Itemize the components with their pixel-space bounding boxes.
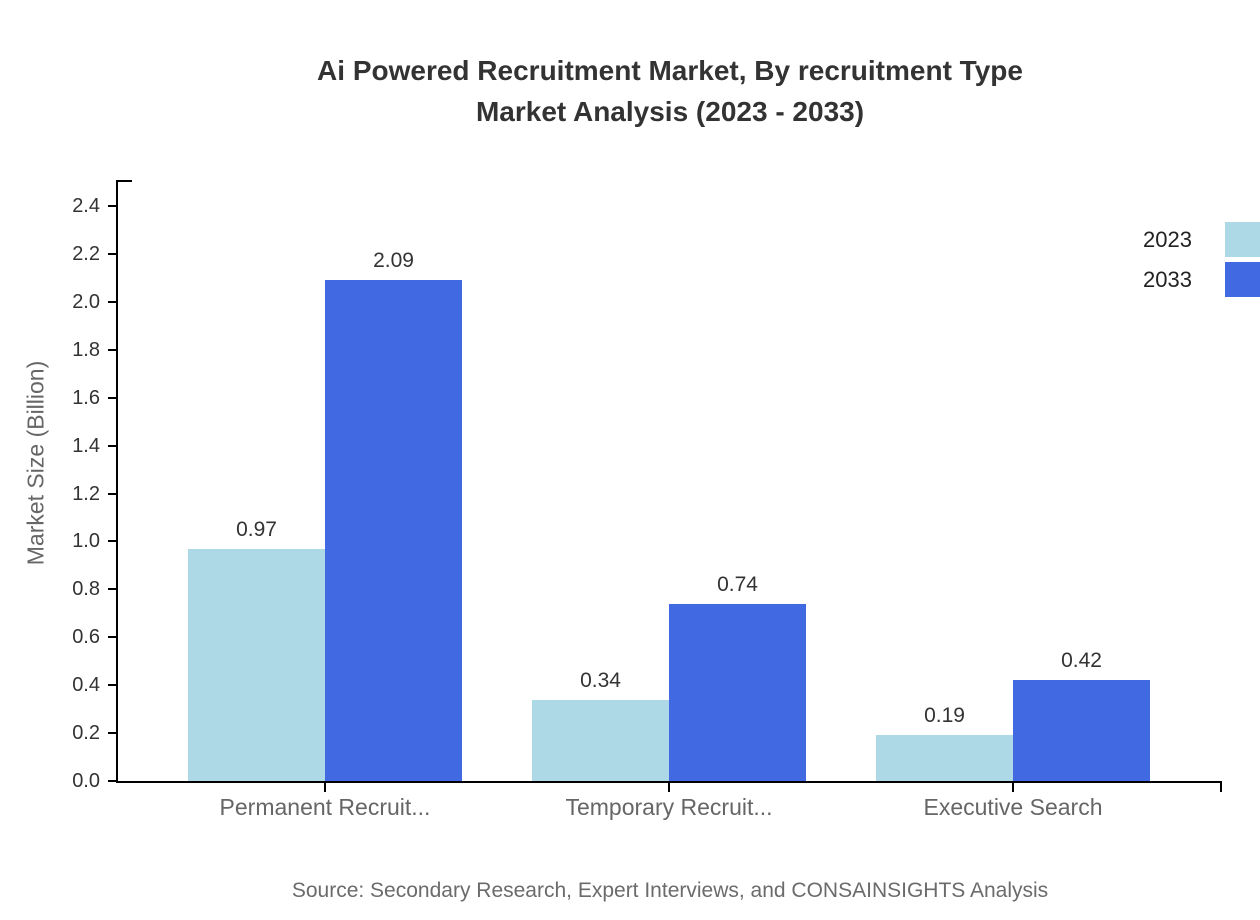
y-axis-tick	[108, 492, 116, 495]
source-attribution: Source: Secondary Research, Expert Inter…	[291, 879, 1049, 902]
y-axis-tick	[108, 636, 116, 639]
bar-2033-1	[325, 280, 462, 781]
bar-value-label: 0.74	[717, 572, 758, 596]
y-axis-tick-label: 1.2	[72, 482, 100, 505]
y-axis-tick-label: 2.0	[72, 290, 100, 313]
bar-value-label: 0.97	[236, 517, 277, 541]
bar-value-label: 0.19	[924, 704, 965, 728]
y-axis-tick	[108, 300, 116, 303]
y-axis-tick	[108, 588, 116, 591]
chart-title-line1: Ai Powered Recruitment Market, By recrui…	[317, 55, 1023, 86]
y-axis-tick	[108, 732, 116, 735]
x-axis-tick	[668, 783, 670, 792]
x-axis-category-label: Permanent Recruit...	[219, 794, 431, 820]
bar-2023-2	[532, 699, 669, 781]
y-axis-tick-label: 1.0	[72, 530, 100, 553]
y-axis-tick	[108, 540, 116, 543]
bar-value-label: 0.34	[580, 668, 621, 692]
legend-label-2023: 2023	[1143, 227, 1192, 252]
legend-swatch-2023	[1225, 222, 1260, 257]
y-axis-tick-label: 2.2	[72, 242, 100, 265]
y-axis-tick-label: 0.8	[72, 578, 100, 601]
bar-2023-1	[188, 548, 325, 781]
y-axis-tick	[108, 396, 116, 399]
y-axis-tick	[108, 444, 116, 447]
x-axis-tick	[324, 783, 326, 792]
y-axis-tick-label: 0.6	[72, 626, 100, 649]
legend-swatch-2033	[1225, 262, 1260, 297]
bar-2033-3	[1013, 680, 1150, 781]
legend-label-2033: 2033	[1143, 267, 1192, 292]
y-axis-tick-label: 1.6	[72, 386, 100, 409]
y-axis-tick	[108, 780, 116, 782]
bar-2033-2	[669, 603, 806, 781]
y-axis-tick	[108, 252, 116, 255]
y-axis-tick	[108, 684, 116, 687]
y-axis-tick-label: 1.4	[72, 434, 100, 457]
y-axis-tick	[108, 205, 116, 207]
y-axis-tick-label: 1.8	[72, 338, 100, 361]
bar-2023-3	[876, 735, 1013, 781]
x-axis-line	[116, 781, 1222, 783]
y-axis-end-cap	[118, 180, 132, 182]
y-axis-tick-label: 2.4	[72, 195, 100, 217]
chart-title-line2: Market Analysis (2023 - 2033)	[475, 96, 865, 127]
x-axis-tick	[1012, 783, 1014, 792]
y-axis-tick-label: 0.0	[72, 770, 100, 792]
chart-title: Ai Powered Recruitment Market, By recrui…	[80, 50, 1260, 132]
x-axis-category-label: Temporary Recruit...	[565, 794, 773, 820]
x-axis-category-label: Executive Search	[923, 794, 1103, 820]
x-axis-end-tick	[1220, 783, 1222, 792]
y-axis-tick	[108, 348, 116, 351]
bar-value-label: 0.42	[1061, 649, 1102, 673]
y-axis-line	[116, 180, 118, 783]
y-axis-tick-label: 0.4	[72, 674, 100, 697]
y-axis-tick-label: 0.2	[72, 722, 100, 745]
bar-value-label: 2.09	[373, 249, 414, 273]
